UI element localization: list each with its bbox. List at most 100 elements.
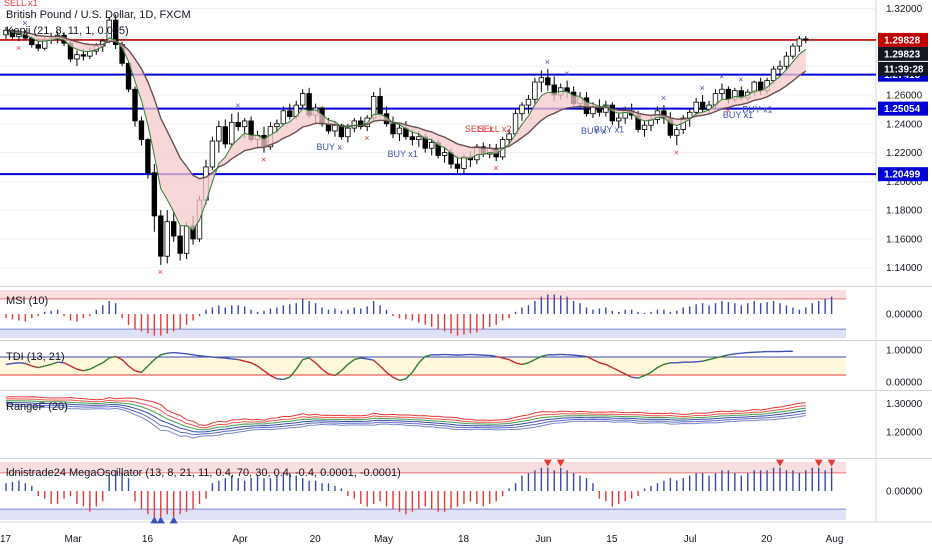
level-badge bbox=[878, 101, 928, 116]
candle-body bbox=[138, 120, 145, 141]
tdi-line bbox=[5, 350, 793, 382]
megaoscillator-histogram bbox=[5, 459, 836, 524]
tdi-segment bbox=[702, 358, 710, 362]
time-tick-label: 20 bbox=[761, 534, 773, 545]
candle-body bbox=[396, 127, 403, 135]
tdi-segment bbox=[328, 373, 336, 377]
tdi-tick-label: 0.00000 bbox=[886, 378, 923, 389]
sell-triangle bbox=[556, 459, 565, 467]
candle-body bbox=[158, 215, 164, 257]
tdi-segment bbox=[57, 361, 65, 364]
rangef-line bbox=[5, 400, 806, 431]
chart-title: British Pound / U.S. Dollar, 1D, FXCM bbox=[6, 9, 191, 21]
tdi-segment bbox=[392, 376, 400, 382]
candle-body bbox=[532, 81, 538, 100]
tdi-segment bbox=[186, 353, 194, 356]
time-tick-label: May bbox=[374, 534, 393, 545]
candle-body bbox=[609, 104, 615, 122]
buy-cross-marker: × bbox=[564, 69, 569, 79]
tdi-segment bbox=[624, 373, 632, 378]
tdi-segment bbox=[257, 365, 265, 372]
tdi-neutral-zone bbox=[0, 357, 846, 375]
tdi-segment bbox=[289, 368, 297, 378]
top-sell-marker: SELL x1 bbox=[4, 0, 38, 8]
price-tick-label: 1.16000 bbox=[886, 234, 923, 245]
candle-body bbox=[770, 68, 777, 82]
sell-triangle bbox=[543, 459, 552, 467]
candle-body bbox=[209, 140, 216, 168]
tdi-segment bbox=[541, 354, 548, 358]
tdi-segment bbox=[95, 362, 104, 367]
price-badge-label: 1.29828 bbox=[884, 35, 921, 46]
megaoscillator-label: ldnistrade24 MegaOscillator (13, 8, 21, … bbox=[6, 467, 401, 479]
info-badge-label: 1.29823 bbox=[884, 49, 921, 60]
buy-signal-label: BUY x bbox=[581, 126, 607, 136]
rangef-line bbox=[5, 396, 806, 426]
tdi-segment bbox=[63, 362, 71, 367]
tdi-segment bbox=[334, 370, 342, 377]
candle-body bbox=[674, 129, 680, 136]
tdi-tick-label: 1.00000 bbox=[886, 346, 923, 357]
sell-cross-marker: × bbox=[158, 267, 163, 277]
time-tick-label: Jul bbox=[684, 534, 697, 545]
candle-body bbox=[538, 77, 545, 83]
tdi-segment bbox=[425, 354, 432, 358]
ma-cloud bbox=[6, 30, 806, 231]
tdi-segment bbox=[238, 358, 245, 362]
tdi-segment bbox=[153, 354, 162, 361]
price-tick-label: 1.14000 bbox=[886, 263, 923, 274]
candle-body bbox=[183, 225, 190, 254]
candle-body bbox=[9, 29, 16, 38]
candle-body bbox=[16, 34, 22, 38]
tdi-segment bbox=[534, 355, 542, 361]
tdi-segment bbox=[734, 352, 742, 355]
rangef-lines bbox=[5, 396, 806, 439]
candle-body bbox=[222, 126, 228, 145]
time-tick-label: Jun bbox=[535, 534, 551, 545]
tdi-segment bbox=[599, 362, 607, 366]
buy-cross-marker: × bbox=[700, 83, 705, 93]
tdi-segment bbox=[611, 366, 620, 372]
price-badge bbox=[878, 32, 928, 47]
tdi-segment bbox=[528, 358, 536, 364]
tdi-segment bbox=[180, 352, 187, 355]
msi-label: MSI (10) bbox=[6, 295, 48, 307]
candle-body bbox=[132, 88, 138, 122]
tdi-segment bbox=[115, 355, 123, 361]
candle-body bbox=[409, 136, 416, 141]
sell-triangle bbox=[827, 459, 836, 467]
buy-signal-label: BUY x bbox=[317, 142, 343, 152]
tdi-segment bbox=[102, 357, 110, 364]
oversold-zone bbox=[0, 329, 846, 338]
tdi-segment bbox=[250, 362, 258, 367]
candle-body bbox=[461, 156, 467, 169]
tdi-segment bbox=[579, 355, 587, 358]
time-axis: 17 Mar 16 Apr 20 May 18 Jun 15 Jul 20 Aug bbox=[0, 534, 843, 545]
msi-tick-label: 0.00000 bbox=[886, 310, 923, 321]
rangef-label: RangeF (20) bbox=[6, 401, 68, 413]
sell-cross-marker: × bbox=[261, 155, 266, 165]
tdi-segment bbox=[489, 354, 497, 358]
tdi-segment bbox=[50, 361, 58, 366]
tdi-segment bbox=[411, 362, 420, 373]
tdi-segment bbox=[418, 355, 426, 364]
info-badge-label: 11:39:28 bbox=[884, 64, 924, 75]
candle-body bbox=[338, 124, 345, 138]
time-tick-label: 17 bbox=[0, 534, 12, 545]
price-tick-label: 1.32000 bbox=[886, 4, 923, 15]
candle-body bbox=[545, 77, 551, 86]
tdi-segment bbox=[263, 370, 271, 377]
tdi-segment bbox=[496, 355, 503, 359]
sell-cross-marker: × bbox=[725, 106, 730, 116]
indicator-label: Kenji (21, 8, 11, 1, 0.005) bbox=[6, 25, 129, 37]
tdi-segment bbox=[5, 362, 13, 366]
tdi-segment bbox=[360, 357, 368, 360]
candle-body bbox=[441, 152, 448, 156]
price-axis: 1.320001.300001.280001.260001.240001.220… bbox=[878, 4, 928, 498]
buy-triangle bbox=[169, 516, 178, 524]
tdi-segment bbox=[31, 365, 39, 369]
tdi-segment bbox=[728, 353, 735, 356]
tdi-segment bbox=[205, 355, 213, 358]
candle-body bbox=[125, 62, 132, 90]
tdi-segment bbox=[321, 368, 329, 375]
